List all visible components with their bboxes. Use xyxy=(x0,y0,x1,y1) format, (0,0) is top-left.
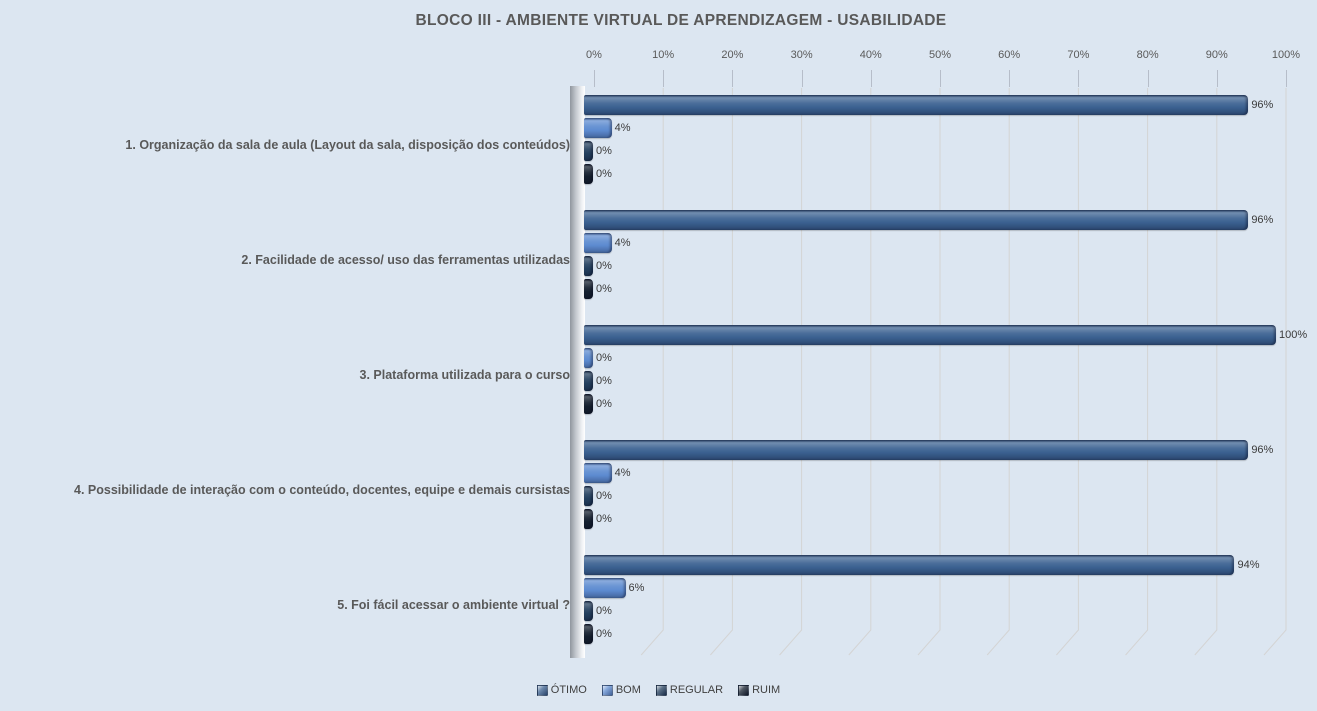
legend-label: REGULAR xyxy=(669,684,724,696)
data-label: 0% xyxy=(596,145,612,157)
legend-marker-icon xyxy=(655,684,667,696)
data-label: 6% xyxy=(628,582,645,594)
bar-ótimo xyxy=(584,440,1249,460)
x-axis-tick-mark xyxy=(1286,70,1287,87)
x-axis-tick-label: 50% xyxy=(928,49,952,61)
category-label: 4. Possibilidade de interação com o cont… xyxy=(74,483,570,497)
legend-label: ÓTIMO xyxy=(550,684,587,696)
data-label: 0% xyxy=(596,352,612,364)
bar-ótimo xyxy=(584,95,1249,115)
data-label: 0% xyxy=(596,375,612,387)
x-axis-tick-label: 20% xyxy=(721,49,744,61)
x-axis-tick-mark xyxy=(594,70,595,87)
bar-bom xyxy=(584,578,626,598)
x-axis-tick-mark xyxy=(1216,70,1218,87)
data-label: 96% xyxy=(1251,99,1274,111)
bar-regular xyxy=(584,601,593,621)
x-axis-tick-label: 60% xyxy=(998,49,1021,61)
wall-3d xyxy=(570,86,585,658)
data-label: 96% xyxy=(1251,214,1274,226)
x-axis-tick-mark xyxy=(1009,70,1011,87)
legend-item-ótimo: ÓTIMO xyxy=(536,684,587,696)
x-axis-tick-mark xyxy=(663,70,665,87)
data-label: 4% xyxy=(614,237,631,249)
data-label: 100% xyxy=(1279,329,1308,341)
chart-title: BLOCO III - AMBIENTE VIRTUAL DE APRENDIZ… xyxy=(415,12,947,29)
gridline xyxy=(986,88,1010,656)
data-label: 4% xyxy=(614,122,631,134)
category-label: 2. Facilidade de acesso/ uso das ferrame… xyxy=(241,253,570,267)
bar-bom xyxy=(584,348,593,368)
data-label: 0% xyxy=(596,260,612,272)
data-label: 0% xyxy=(596,490,612,502)
data-label: 4% xyxy=(614,467,631,479)
gridline xyxy=(1194,88,1218,656)
x-axis-tick-label: 10% xyxy=(652,49,675,61)
gridline xyxy=(779,88,803,656)
legend-marker-icon xyxy=(536,684,548,696)
gridline xyxy=(1125,88,1149,656)
legend-item-ruim: RUIM xyxy=(738,684,780,696)
data-label: 0% xyxy=(596,168,612,180)
gridline xyxy=(848,88,872,656)
x-axis-tick-label: 90% xyxy=(1205,49,1228,61)
bar-ruim xyxy=(584,279,593,299)
bar-ruim xyxy=(584,394,593,414)
x-axis-tick-mark xyxy=(940,70,941,87)
data-label: 0% xyxy=(596,398,612,410)
x-axis-tick-label: 70% xyxy=(1067,49,1090,61)
gridline xyxy=(1263,88,1287,656)
bar-bom xyxy=(584,118,612,138)
x-axis-tick-label: 80% xyxy=(1136,49,1159,61)
bar-regular xyxy=(584,256,593,276)
bar-regular xyxy=(584,141,593,161)
category-label: 1. Organização da sala de aula (Layout d… xyxy=(125,138,570,152)
bar-ruim xyxy=(584,164,593,184)
gridline xyxy=(710,88,733,656)
bar-ruim xyxy=(584,624,593,644)
x-axis-tick-mark xyxy=(870,70,872,87)
legend-item-regular: REGULAR xyxy=(655,684,724,696)
x-axis-tick-mark xyxy=(1147,70,1149,87)
data-label: 96% xyxy=(1251,444,1274,456)
bar-regular xyxy=(584,371,593,391)
gridline xyxy=(917,88,941,656)
x-axis-tick-mark xyxy=(801,70,803,87)
bar-ótimo xyxy=(584,325,1276,345)
x-axis-tick-mark xyxy=(732,70,734,87)
legend-item-bom: BOM xyxy=(601,684,641,696)
bar-bom xyxy=(584,463,612,483)
data-label: 0% xyxy=(596,628,612,640)
legend-marker-icon xyxy=(601,684,613,696)
x-axis-tick-mark xyxy=(1078,70,1080,87)
data-label: 0% xyxy=(596,283,612,295)
data-label: 94% xyxy=(1237,559,1260,571)
x-axis-tick-label: 100% xyxy=(1271,49,1301,61)
legend-label: RUIM xyxy=(752,684,781,696)
x-axis-tick-label: 40% xyxy=(859,49,882,61)
legend-label: BOM xyxy=(615,684,641,696)
bar-ótimo xyxy=(584,210,1249,230)
data-label: 0% xyxy=(596,513,612,525)
bar-regular xyxy=(584,486,593,506)
gridline xyxy=(640,88,664,656)
x-axis-tick-label: 0% xyxy=(586,49,602,61)
legend-marker-icon xyxy=(738,684,750,696)
bar-ótimo xyxy=(584,555,1235,575)
category-label: 3. Plataforma utilizada para o curso xyxy=(359,368,570,382)
x-axis-tick-label: 30% xyxy=(790,49,813,61)
bar-ruim xyxy=(584,509,593,529)
bar-bom xyxy=(584,233,612,253)
category-label: 5. Foi fácil acessar o ambiente virtual … xyxy=(337,598,570,612)
gridline xyxy=(1056,88,1079,656)
data-label: 0% xyxy=(596,605,612,617)
legend: ÓTIMO BOM REGULAR RUIM xyxy=(0,684,1317,696)
